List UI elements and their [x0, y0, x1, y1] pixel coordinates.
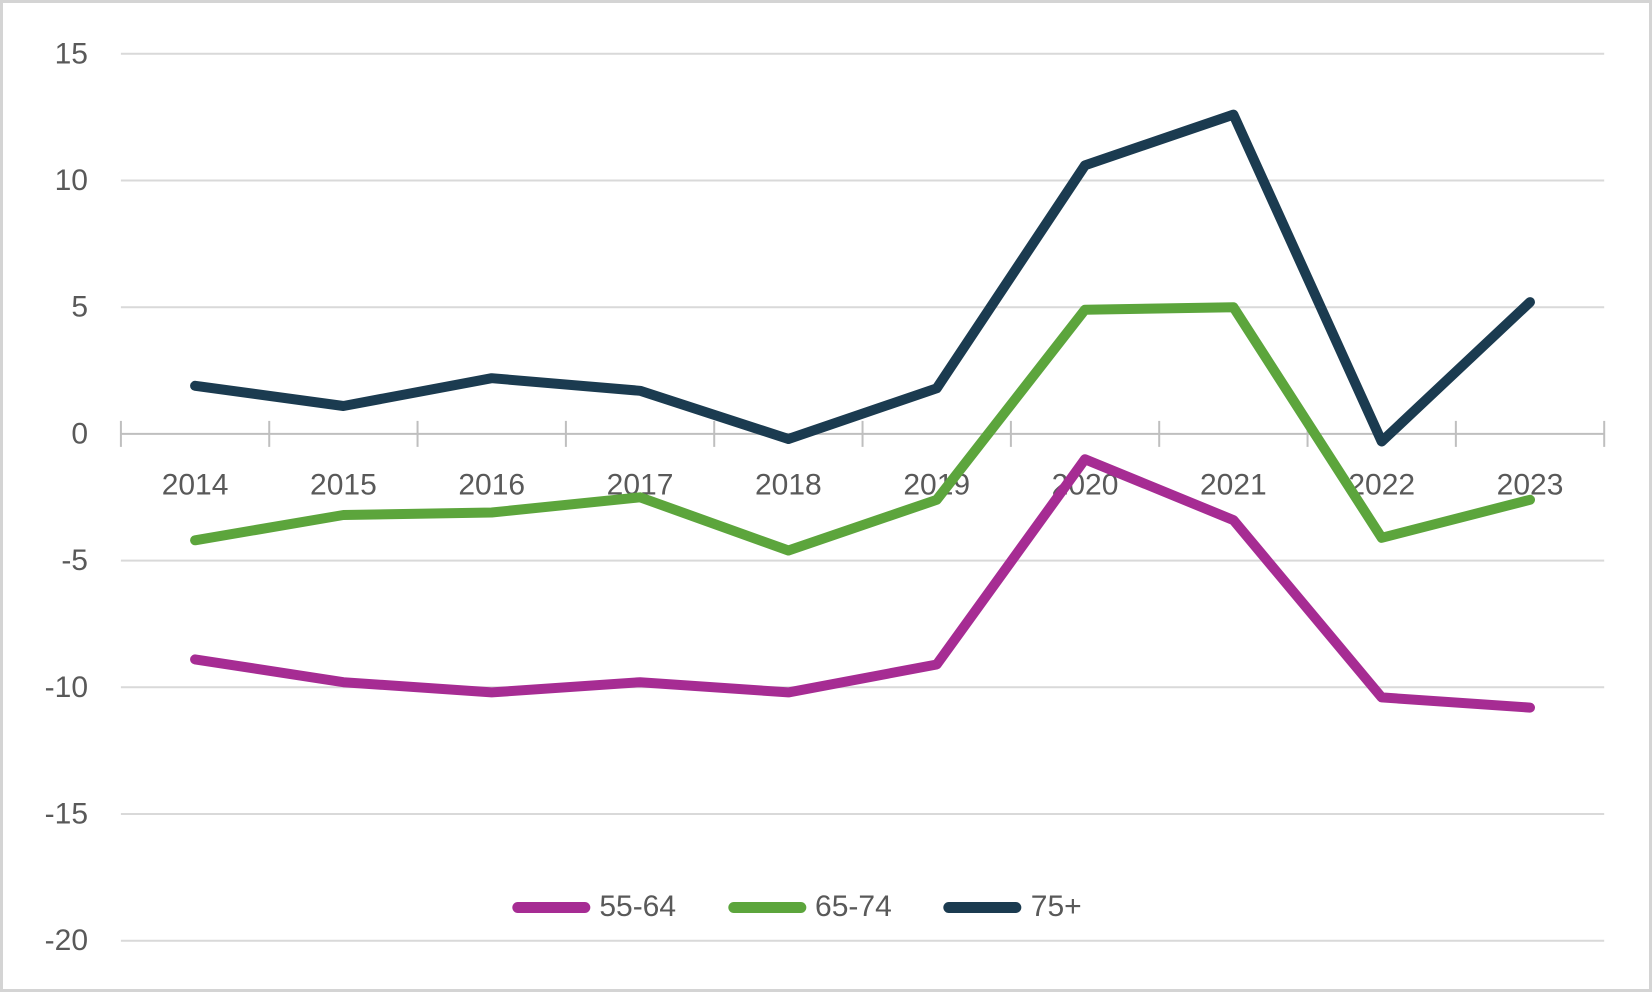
y-tick-label-10: 10 — [55, 164, 88, 197]
legend-dash-65-74-icon — [728, 901, 807, 913]
legend-item-55-64: 55-64 — [512, 892, 676, 922]
y-tick-label--15: -15 — [45, 798, 88, 831]
y-tick-label--20: -20 — [45, 924, 88, 957]
x-tick-label-2018: 2018 — [755, 469, 822, 502]
series-line-55-64 — [190, 454, 1535, 713]
legend-dash-55-64-icon — [512, 901, 591, 913]
x-tick-label-2014: 2014 — [162, 469, 229, 502]
legend-label-65-74: 65-74 — [815, 890, 892, 923]
y-tick-label-15: 15 — [55, 37, 88, 70]
chart-legend: 55-64 65-74 75+ — [512, 890, 1082, 923]
y-tick-label-0: 0 — [71, 417, 88, 450]
legend-item-65-74: 65-74 — [728, 892, 892, 922]
legend-item-75plus: 75+ — [943, 890, 1082, 923]
x-tick-label-2021: 2021 — [1200, 469, 1267, 502]
series-line-75+ — [190, 109, 1535, 447]
legend-label-55-64: 55-64 — [599, 890, 677, 923]
series-line-65-74 — [190, 302, 1535, 556]
y-tick-label--10: -10 — [45, 671, 88, 704]
x-tick-label-2015: 2015 — [310, 469, 377, 502]
x-tick-label-2016: 2016 — [458, 469, 525, 502]
y-tick-label--5: -5 — [61, 544, 88, 577]
y-tick-label-5: 5 — [71, 291, 88, 324]
legend-label-75plus: 75+ — [1030, 890, 1082, 923]
legend-dash-75plus-icon — [943, 901, 1022, 913]
